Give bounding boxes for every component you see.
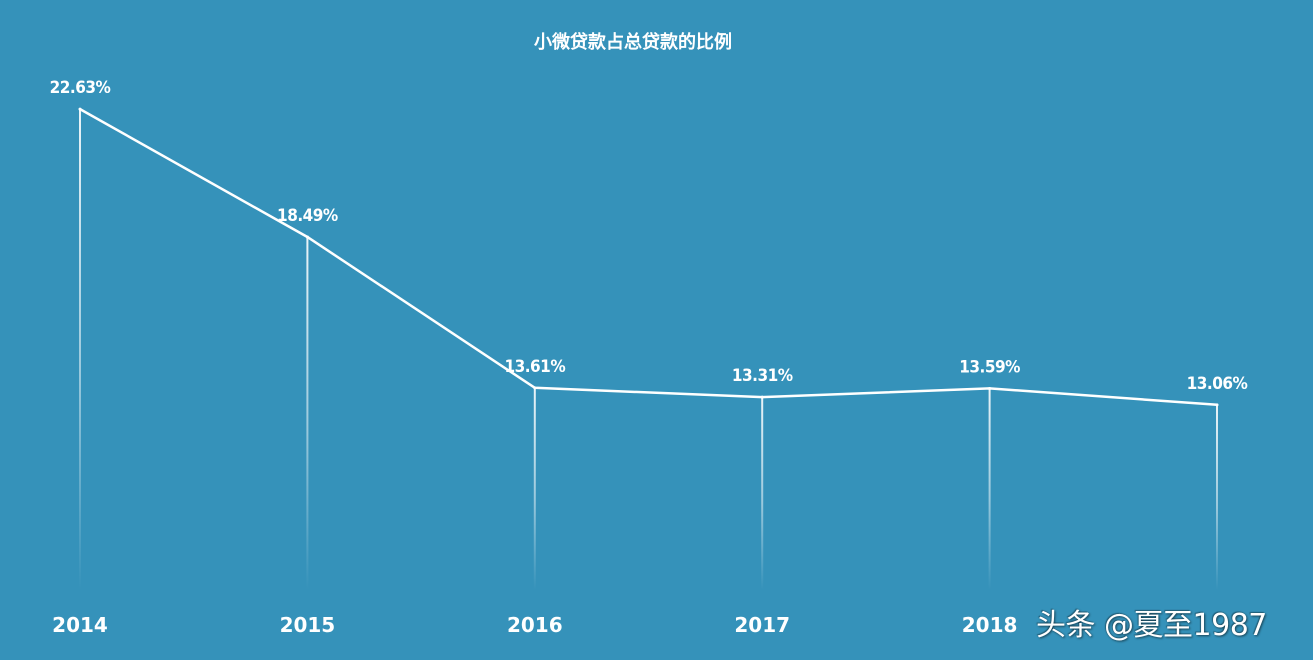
x-axis-tick-labels: 2014 2015 2016 2017 2018	[52, 613, 1017, 637]
data-label-2014: 22.63%	[50, 78, 111, 98]
data-labels: 22.63% 18.49% 13.61% 13.31% 13.59% 13.06%	[50, 78, 1248, 394]
data-label-2016: 13.61%	[504, 357, 565, 377]
data-point-2017	[760, 395, 764, 399]
x-tick-label-2016: 2016	[507, 613, 563, 637]
data-point-2019	[1215, 403, 1219, 407]
x-tick-label-2015: 2015	[280, 613, 336, 637]
series-line-group	[78, 107, 1219, 407]
drop-lines	[79, 109, 1218, 590]
data-label-2015: 18.49%	[277, 206, 338, 226]
x-tick-label-2014: 2014	[52, 613, 108, 637]
data-point-2014	[78, 107, 82, 111]
data-point-2018	[988, 386, 992, 390]
data-point-2016	[533, 386, 537, 390]
data-label-2019: 13.06%	[1187, 374, 1248, 394]
data-point-2015	[305, 235, 309, 239]
data-label-2017: 13.31%	[732, 366, 793, 386]
data-label-2018: 13.59%	[959, 357, 1020, 377]
drop-line-2016	[533, 387, 536, 590]
x-tick-label-2018: 2018	[962, 613, 1018, 637]
chart-title: 小微贷款占总贷款的比例	[534, 31, 732, 53]
drop-line-2019	[1216, 404, 1218, 590]
watermark-text: 头条 @夏至1987	[1036, 608, 1267, 643]
drop-line-2017	[761, 397, 764, 590]
drop-line-2015	[306, 237, 309, 590]
drop-line-2014	[79, 109, 81, 590]
drop-line-2018	[988, 388, 991, 590]
series-line	[79, 108, 1218, 407]
x-tick-label-2017: 2017	[734, 613, 790, 637]
